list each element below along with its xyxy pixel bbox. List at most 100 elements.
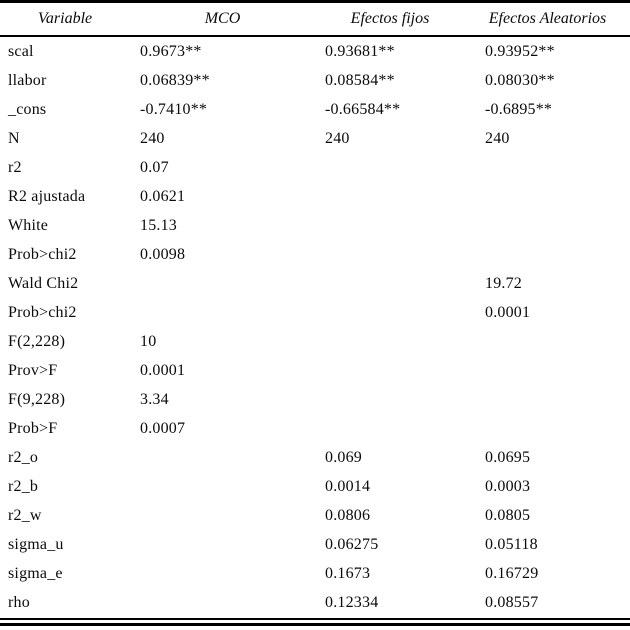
cell-mco: 0.0621 [140, 187, 186, 205]
cell-efectos_fijos [315, 385, 465, 414]
table-row: Prob>chi2 0.0098 [0, 240, 630, 269]
cell-mco [130, 443, 315, 472]
cell-efectos_aleatorios: -0.6895** [485, 100, 553, 118]
cell-mco [130, 588, 315, 617]
cell-efectos_aleatorios: 0.0805 [485, 506, 531, 524]
cell-efectos_aleatorios [465, 182, 630, 211]
row-label: _cons [8, 100, 47, 118]
cell-efectos_aleatorios [465, 240, 630, 269]
row-label: Wald Chi2 [8, 274, 79, 292]
cell-efectos_fijos: 0.1673 [325, 564, 371, 582]
cell-mco: 0.0098 [140, 245, 186, 263]
cell-efectos_aleatorios: 0.08557 [485, 593, 539, 611]
cell-efectos_fijos [315, 269, 465, 298]
cell-efectos_fijos [315, 240, 465, 269]
row-label: r2_o [8, 448, 39, 466]
cell-mco: 10 [140, 332, 157, 350]
table-row: sigma_e 0.1673 0.16729 [0, 559, 630, 588]
table-row: _cons -0.7410** -0.66584** -0.6895** [0, 95, 630, 124]
cell-mco: 0.0001 [140, 361, 186, 379]
cell-mco: 0.06839** [140, 71, 210, 89]
row-label: llabor [8, 71, 47, 89]
table-body: scal 0.9673** 0.93681** 0.93952** llabor 0.06… [0, 36, 630, 617]
row-label: Prob>chi2 [8, 303, 77, 321]
cell-efectos_aleatorios: 19.72 [485, 274, 522, 292]
table-row: r2_w 0.0806 0.0805 [0, 501, 630, 530]
table-row: r2 0.07 [0, 153, 630, 182]
cell-efectos_fijos [315, 211, 465, 240]
row-label: r2 [8, 158, 22, 176]
table-header: Variable MCO Efectos fijos Efectos Aleat… [0, 3, 630, 37]
results-table: Variable MCO Efectos fijos Efectos Aleat… [0, 3, 630, 617]
row-label: r2_b [8, 477, 39, 495]
row-label: r2_w [8, 506, 42, 524]
cell-mco: 0.9673** [140, 42, 202, 60]
cell-mco [130, 559, 315, 588]
column-header-variable: Variable [0, 3, 130, 37]
cell-efectos_aleatorios [465, 211, 630, 240]
cell-efectos_aleatorios: 0.05118 [485, 535, 538, 553]
table-row: r2_b 0.0014 0.0003 [0, 472, 630, 501]
table-row: R2 ajustada 0.0621 [0, 182, 630, 211]
cell-mco: 0.07 [140, 158, 169, 176]
cell-efectos_fijos: 0.06275 [325, 535, 379, 553]
table-row: Prob>chi2 0.0001 [0, 298, 630, 327]
cell-efectos_aleatorios: 0.0001 [485, 303, 531, 321]
cell-efectos_aleatorios [465, 385, 630, 414]
table-row: r2_o 0.069 0.0695 [0, 443, 630, 472]
cell-efectos_aleatorios [465, 153, 630, 182]
cell-efectos_fijos: 0.0014 [325, 477, 371, 495]
cell-efectos_fijos [315, 153, 465, 182]
row-label: rho [8, 593, 30, 611]
cell-efectos_aleatorios: 0.0003 [485, 477, 531, 495]
cell-efectos_fijos: -0.66584** [325, 100, 401, 118]
row-label: scal [8, 42, 34, 60]
cell-efectos_aleatorios: 0.08030** [485, 71, 555, 89]
table-row: N 240 240 240 [0, 124, 630, 153]
table-row: Prov>F 0.0001 [0, 356, 630, 385]
table-row: White 15.13 [0, 211, 630, 240]
cell-efectos_fijos [315, 182, 465, 211]
cell-mco [130, 501, 315, 530]
table-row: F(2,228) 10 [0, 327, 630, 356]
cell-efectos_fijos [315, 327, 465, 356]
cell-efectos_fijos [315, 298, 465, 327]
cell-efectos_fijos: 240 [325, 129, 350, 147]
table-bottom-thick-rule [0, 623, 630, 626]
cell-efectos_fijos: 0.93681** [325, 42, 395, 60]
cell-efectos_aleatorios [465, 327, 630, 356]
cell-mco [130, 530, 315, 559]
cell-mco: 0.0007 [140, 419, 186, 437]
cell-efectos_fijos [315, 356, 465, 385]
row-label: N [8, 129, 20, 147]
row-label: White [8, 216, 49, 234]
cell-efectos_fijos [315, 414, 465, 443]
cell-efectos_aleatorios: 240 [485, 129, 510, 147]
cell-mco: 240 [140, 129, 165, 147]
row-label: F(9,228) [8, 390, 66, 408]
row-label: sigma_e [8, 564, 63, 582]
header-row: Variable MCO Efectos fijos Efectos Aleat… [0, 3, 630, 37]
cell-efectos_aleatorios [465, 356, 630, 385]
cell-efectos_fijos: 0.12334 [325, 593, 379, 611]
column-header-mco: MCO [130, 3, 315, 37]
cell-efectos_fijos: 0.0806 [325, 506, 371, 524]
cell-efectos_aleatorios: 0.16729 [485, 564, 539, 582]
row-label: sigma_u [8, 535, 64, 553]
table-row: F(9,228) 3.34 [0, 385, 630, 414]
cell-efectos_fijos: 0.08584** [325, 71, 395, 89]
table-row: rho 0.12334 0.08557 [0, 588, 630, 617]
table-bottom-thin-rule [0, 618, 630, 620]
cell-efectos_aleatorios: 0.0695 [485, 448, 531, 466]
cell-mco [130, 269, 315, 298]
row-label: Prob>chi2 [8, 245, 77, 263]
table-row: Wald Chi2 19.72 [0, 269, 630, 298]
table-row: Prob>F 0.0007 [0, 414, 630, 443]
row-label: F(2,228) [8, 332, 66, 350]
row-label: R2 ajustada [8, 187, 86, 205]
cell-efectos_aleatorios: 0.93952** [485, 42, 555, 60]
column-header-efectos-aleatorios: Efectos Aleatorios [465, 3, 630, 37]
row-label: Prov>F [8, 361, 58, 379]
cell-mco: 3.34 [140, 390, 169, 408]
